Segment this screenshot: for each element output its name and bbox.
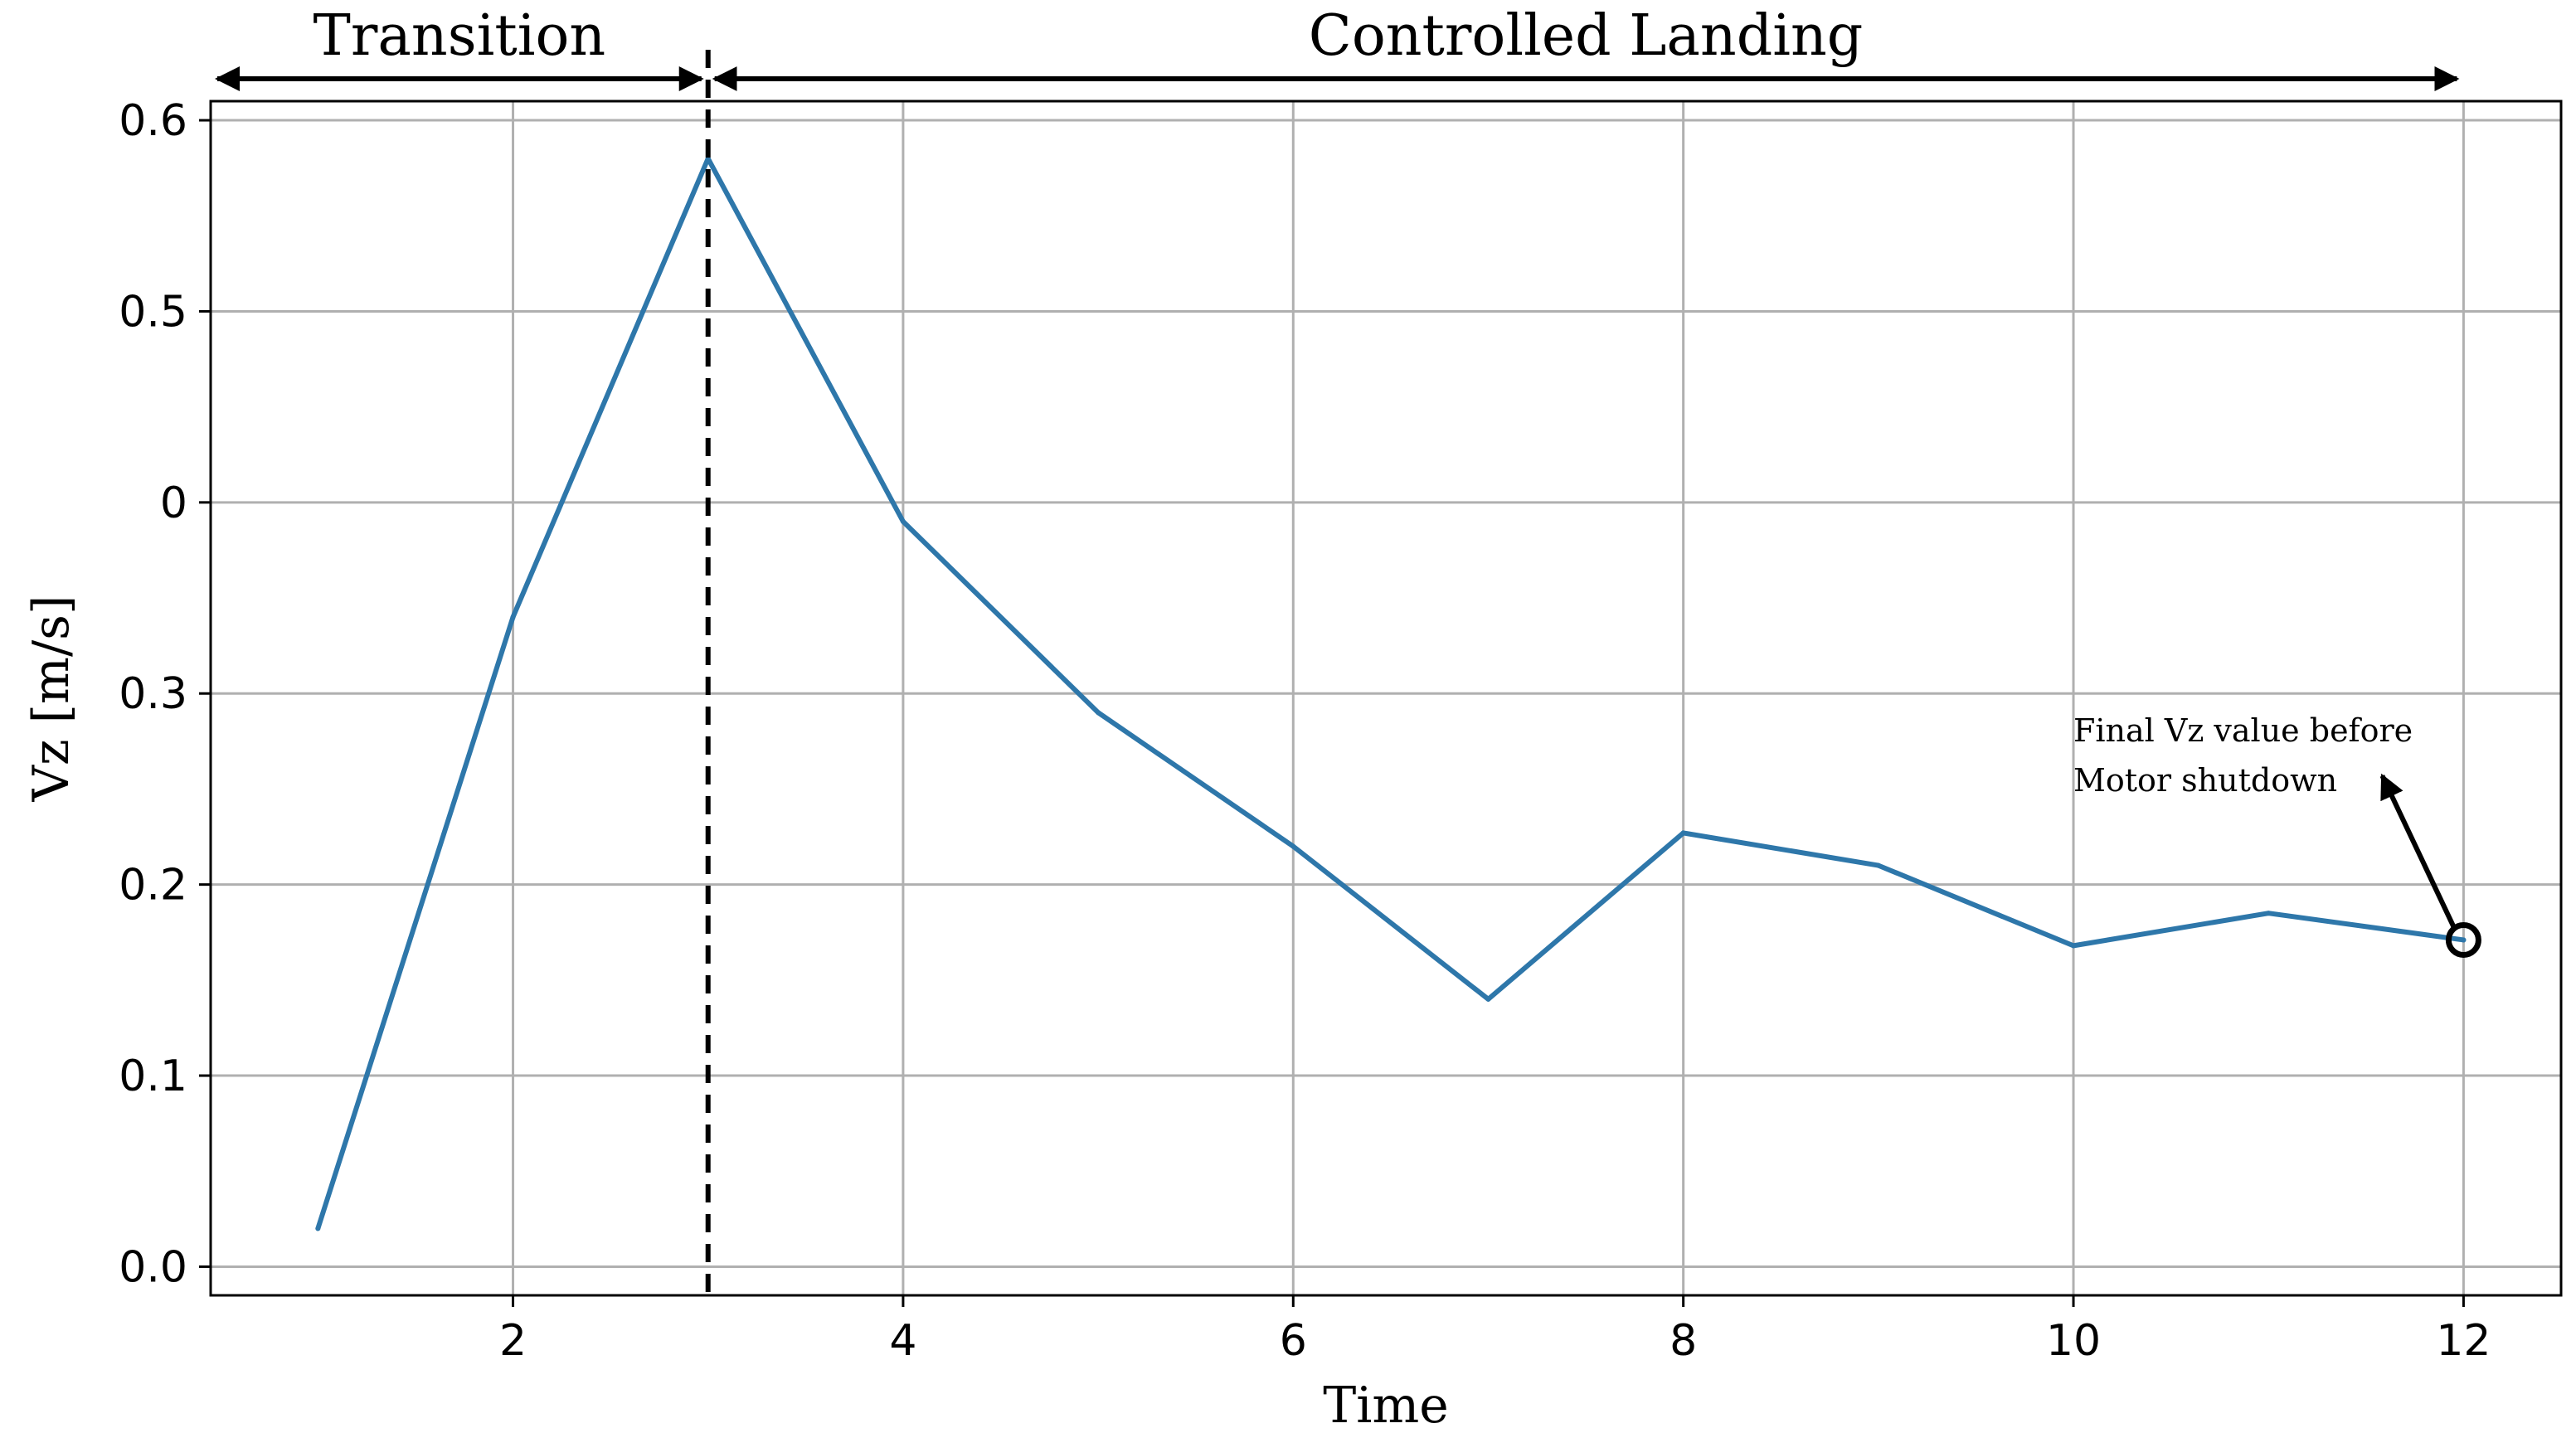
data-point <box>2266 911 2272 916</box>
data-point <box>1290 843 1296 849</box>
data-point <box>900 518 906 524</box>
data-point <box>1875 862 1881 868</box>
data-point <box>510 614 516 620</box>
data-point <box>1096 710 1101 716</box>
data-point <box>315 1226 321 1231</box>
x-tick-label: 12 <box>2436 1316 2491 1366</box>
x-axis-title: Time <box>1323 1377 1449 1433</box>
data-point <box>2461 937 2467 943</box>
y-axis-title: Vz [m/s] <box>22 595 80 803</box>
series-line <box>315 156 2467 1231</box>
data-point <box>1680 830 1686 836</box>
axis-ticks: 2 4 6 8 10 12 0.0 0.1 0.2 0.3 0 0.5 0.6 <box>119 96 2491 1366</box>
y-tick-label: 0.0 <box>119 1242 187 1292</box>
annotation-text: Final Vz value before <box>2073 712 2413 749</box>
x-tick-label: 10 <box>2046 1316 2101 1366</box>
y-tick-label: 0.2 <box>119 861 187 911</box>
final-value-marker <box>2445 921 2481 958</box>
y-tick-label: 0.5 <box>119 287 187 337</box>
x-tick-label: 8 <box>1670 1316 1697 1366</box>
data-point <box>1485 996 1491 1002</box>
series-layer <box>315 156 2467 1231</box>
y-tick-label: 0.3 <box>119 669 187 719</box>
phase-label: Controlled Landing <box>1309 3 1864 69</box>
x-tick-label: 4 <box>889 1316 916 1366</box>
annotation-text: Motor shutdown <box>2073 762 2337 799</box>
plot-frame <box>209 100 2563 1297</box>
annotation-arrow <box>2379 773 2457 928</box>
annotation-layer: Transition Controlled Landing Final Vz val… <box>215 3 2481 1295</box>
grid <box>211 101 2561 1295</box>
x-tick-label: 6 <box>1280 1316 1307 1366</box>
y-tick-label: 0.1 <box>119 1052 187 1101</box>
phase-label: Transition <box>313 3 606 69</box>
y-tick-label: 0.6 <box>119 96 187 146</box>
x-tick-label: 2 <box>499 1316 527 1366</box>
data-point <box>2071 943 2077 949</box>
y-tick-label: 0 <box>160 478 187 528</box>
